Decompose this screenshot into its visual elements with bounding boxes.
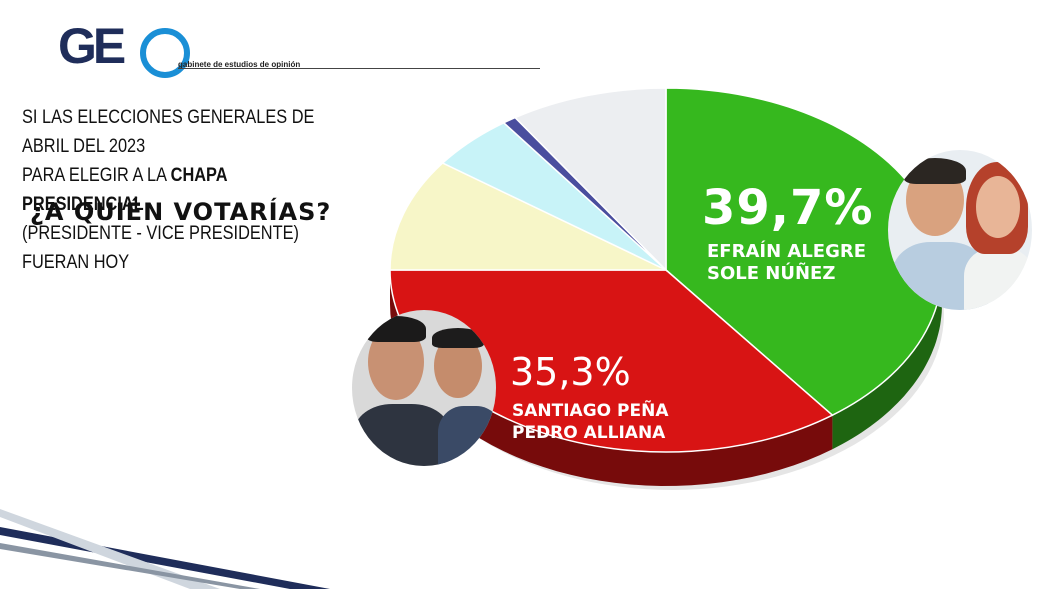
person-hair: [432, 328, 484, 348]
pie-slice-2: [389, 162, 667, 271]
person-hair: [366, 316, 426, 342]
person-hair: [904, 158, 966, 184]
logo-tagline: gabinete de estudios de opinión: [178, 60, 301, 69]
slice-green-names: EFRAÍN ALEGRE SOLE NÚÑEZ: [707, 241, 866, 285]
slice-red-percent: 35,3%: [510, 350, 631, 394]
slice-red-name-2: PEDRO ALLIANA: [512, 423, 666, 443]
question-line-2-bold: CHAPA PRESIDENCIAL: [22, 165, 227, 215]
logo-letters: GE: [58, 18, 126, 74]
slice-red-name-1: SANTIAGO PEÑA: [512, 401, 669, 421]
question-line-1: SI LAS ELECCIONES GENERALES DE ABRIL DEL…: [22, 107, 315, 157]
slice-red-names: SANTIAGO PEÑA PEDRO ALLIANA: [512, 400, 669, 444]
decorative-corner-stripes: [0, 509, 330, 589]
slice-green-percent: 39,7%: [702, 180, 874, 236]
candidate-photo-pena-alliana: [352, 310, 496, 466]
person-body: [964, 248, 1032, 310]
slice-green-name-2: SOLE NÚÑEZ: [707, 263, 836, 284]
question-line-3: (PRESIDENTE - VICE PRESIDENTE) FUERAN HO…: [22, 223, 299, 273]
survey-question: SI LAS ELECCIONES GENERALES DE ABRIL DEL…: [22, 103, 349, 277]
pie-slice-side-0: [832, 270, 942, 450]
question-line-2: PARA ELEGIR A LA CHAPA PRESIDENCIAL: [22, 161, 349, 219]
pie-slice-5: [513, 87, 667, 272]
candidate-photo-alegre-nunez: [888, 150, 1032, 310]
person-body: [354, 404, 450, 466]
logo-o-ring: [140, 28, 190, 78]
question-headline: ¿A QUIÉN VOTARÍAS?: [30, 198, 332, 226]
person-body: [438, 406, 496, 466]
pie-slice-side-1: [390, 270, 833, 486]
question-line-2-prefix: PARA ELEGIR A LA: [22, 165, 171, 186]
logo-rule: [178, 68, 540, 69]
person-head: [976, 176, 1020, 238]
geo-logo: GE gabinete de estudios de opinión: [58, 20, 548, 90]
slice-green-name-1: EFRAÍN ALEGRE: [707, 241, 867, 262]
